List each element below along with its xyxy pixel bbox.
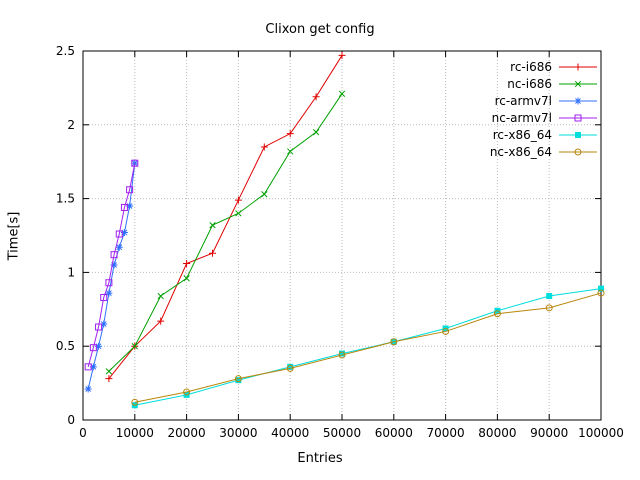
marker-circle-open: [183, 388, 191, 396]
marker-circle-open: [234, 375, 242, 383]
marker-square-filled: [287, 363, 294, 370]
marker-square-filled: [575, 132, 581, 138]
marker-asterisk: [120, 229, 128, 237]
marker-plus: [209, 249, 216, 257]
marker-plus: [312, 93, 320, 101]
x-tick-label: 40000: [271, 426, 309, 440]
marker-cross: [574, 80, 582, 88]
marker-circle-open: [131, 398, 139, 406]
marker-cross: [235, 210, 242, 217]
legend-label-rc-x86_64: rc-x86_64: [493, 128, 552, 142]
y-tick-label: 2: [67, 118, 75, 132]
marker-plus: [157, 317, 165, 325]
x-tick-label: 50000: [323, 426, 361, 440]
y-tick-label: 2.5: [56, 44, 75, 58]
marker-cross: [105, 368, 113, 375]
y-tick-label: 0: [67, 413, 75, 427]
x-tick-label: 70000: [427, 426, 465, 440]
marker-square-open: [89, 344, 97, 352]
series-line-rc-i686: [108, 55, 343, 379]
marker-cross: [157, 292, 164, 300]
marker-asterisk: [115, 243, 123, 251]
marker-square-open: [115, 230, 123, 238]
series-line-rc-armv7l: [87, 163, 136, 390]
marker-square-filled: [235, 377, 242, 384]
marker-circle-open: [493, 310, 501, 318]
marker-asterisk: [95, 342, 103, 350]
series-line-nc-i686: [108, 93, 343, 372]
marker-circle-open: [442, 327, 450, 335]
chart-title: Clixon get config: [265, 22, 375, 37]
marker-asterisk: [105, 289, 113, 297]
legend-label-nc-i686: nc-i686: [507, 77, 552, 91]
marker-circle-open: [286, 364, 294, 372]
x-axis-label: Entries: [297, 451, 343, 466]
series-line-nc-armv7l: [87, 163, 136, 367]
marker-circle-open: [338, 351, 346, 359]
legend-label-rc-i686: rc-i686: [510, 60, 552, 74]
marker-square-open: [126, 186, 134, 194]
x-tick-label: 10000: [116, 426, 154, 440]
marker-plus: [286, 130, 294, 138]
marker-square-open: [100, 293, 108, 301]
marker-square-filled: [598, 285, 604, 292]
marker-circle-open: [597, 289, 605, 297]
x-tick-label: 20000: [168, 426, 206, 440]
marker-square-open: [574, 114, 582, 122]
marker-cross: [312, 129, 320, 136]
marker-asterisk: [574, 97, 582, 105]
marker-cross: [209, 222, 216, 229]
marker-cross: [338, 90, 346, 97]
x-tick-label: 100000: [578, 426, 624, 440]
marker-circle-open: [390, 338, 398, 346]
x-tick-label: 30000: [219, 426, 257, 440]
marker-square-open: [105, 279, 113, 287]
x-tick-label: 0: [79, 426, 87, 440]
marker-square-filled: [339, 350, 345, 357]
marker-square-open: [131, 159, 139, 167]
marker-cross: [131, 343, 138, 350]
marker-square-filled: [546, 293, 553, 300]
legend-label-rc-armv7l: rc-armv7l: [495, 94, 552, 108]
x-tick-label: 80000: [478, 426, 516, 440]
y-tick-label: 0.5: [56, 339, 75, 353]
legend-label-nc-x86_64: nc-x86_64: [490, 145, 552, 159]
y-tick-label: 1: [67, 265, 75, 279]
y-tick-label: 1.5: [56, 192, 75, 206]
marker-plus: [260, 143, 268, 151]
marker-square-open: [84, 363, 92, 371]
marker-square-open: [120, 203, 128, 211]
x-tick-label: 60000: [375, 426, 413, 440]
marker-plus: [183, 260, 191, 268]
marker-plus: [105, 375, 113, 383]
x-tick-label: 90000: [530, 426, 568, 440]
marker-asterisk: [84, 385, 92, 393]
series-line-nc-x86_64: [134, 292, 602, 403]
marker-cross: [261, 191, 268, 198]
marker-cross: [287, 148, 294, 155]
marker-plus: [234, 196, 242, 204]
marker-asterisk: [89, 363, 97, 371]
marker-plus: [338, 51, 346, 59]
series-line-rc-x86_64: [134, 288, 602, 406]
marker-cross: [183, 275, 190, 282]
marker-square-open: [110, 251, 118, 259]
legend-label-nc-armv7l: nc-armv7l: [492, 111, 552, 125]
marker-asterisk: [100, 320, 108, 328]
marker-asterisk: [110, 261, 118, 269]
marker-circle-open: [545, 304, 553, 312]
marker-circle-open: [574, 148, 582, 156]
marker-asterisk: [126, 202, 134, 210]
marker-square-open: [95, 323, 103, 331]
marker-plus: [574, 63, 582, 71]
